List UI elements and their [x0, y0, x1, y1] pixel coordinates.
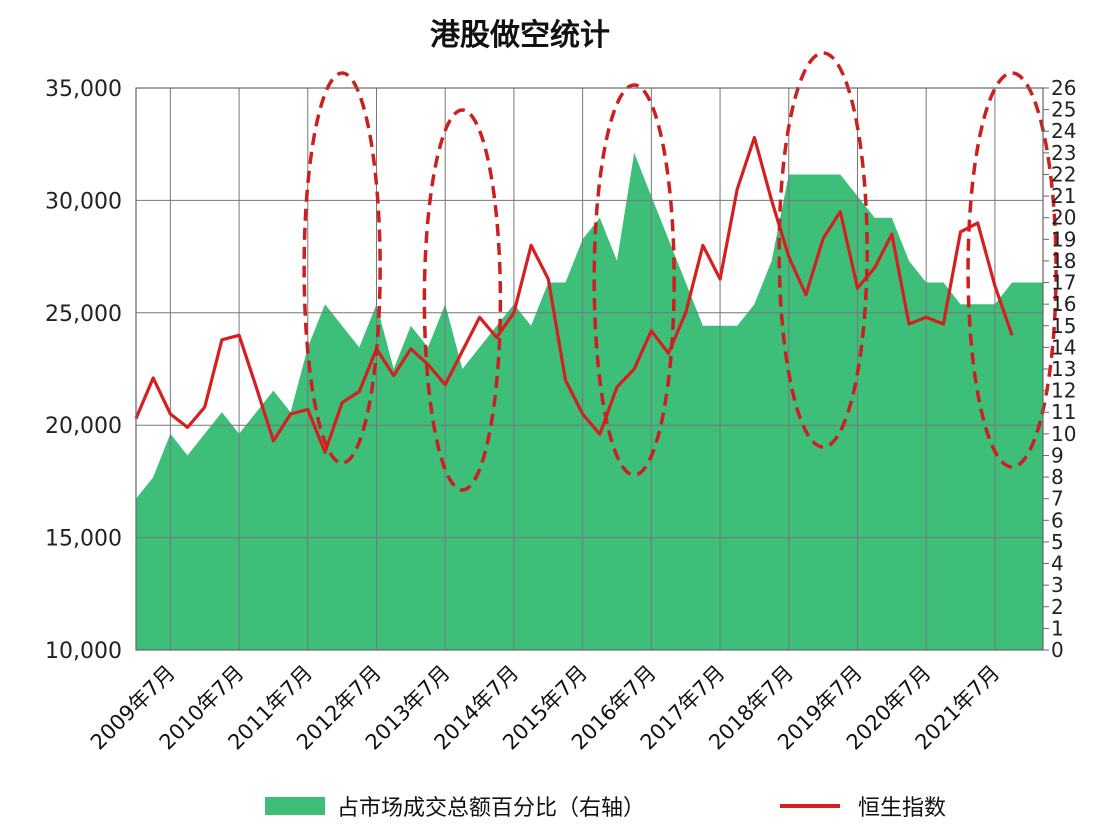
legend-swatch-line [780, 804, 840, 808]
dashed-ellipse [422, 108, 503, 492]
y-right-tick-label: 15 [1051, 314, 1076, 338]
y-right-tick-label: 4 [1051, 552, 1064, 576]
dashed-ellipse [966, 71, 1058, 469]
y-right-tick-label: 9 [1051, 443, 1064, 467]
y-right-tick-label: 17 [1051, 271, 1076, 295]
dashed-ellipse [302, 71, 382, 465]
y-right-tick-label: 19 [1051, 227, 1076, 251]
y-right-tick-label: 5 [1051, 530, 1064, 554]
y-right-tick-label: 18 [1051, 249, 1076, 273]
y-right-tick-label: 0 [1051, 638, 1064, 662]
y-right-tick-label: 8 [1051, 465, 1064, 489]
chart-title: 港股做空统计 [430, 18, 610, 53]
y-right-tick-label: 13 [1051, 357, 1076, 381]
share-area-series [136, 152, 1043, 651]
y-left-tick-label: 35,000 [45, 77, 122, 102]
y-right-tick-label: 25 [1051, 98, 1076, 122]
y-right-tick-label: 7 [1051, 487, 1064, 511]
y-left-tick-label: 30,000 [45, 189, 122, 214]
y-right-tick-label: 21 [1051, 184, 1076, 208]
legend-swatch-area [265, 797, 325, 815]
legend-label-share: 占市场成交总额百分比（右轴） [337, 796, 646, 821]
legend-label-hsi: 恒生指数 [858, 796, 947, 821]
y-left-tick-label: 10,000 [45, 639, 122, 664]
y-right-tick-label: 24 [1051, 119, 1076, 143]
y-left-tick-label: 15,000 [45, 527, 122, 552]
y-right-tick-label: 16 [1051, 292, 1076, 316]
y-left-tick-label: 25,000 [45, 302, 122, 327]
y-right-tick-label: 2 [1051, 595, 1064, 619]
y-right-tick-label: 1 [1051, 616, 1064, 640]
y-right-tick-label: 23 [1051, 141, 1076, 165]
y-right-tick-label: 12 [1051, 379, 1076, 403]
y-right-tick-label: 26 [1051, 76, 1076, 100]
dashed-ellipse-annotations [302, 51, 1058, 492]
y-right-tick-label: 6 [1051, 508, 1064, 532]
legend-item-hsi: 恒生指数 [780, 790, 946, 822]
y-right-tick-label: 11 [1051, 400, 1076, 424]
y-right-tick-label: 10 [1051, 422, 1076, 446]
legend-item-share: 占市场成交总额百分比（右轴） [265, 790, 645, 822]
dashed-ellipse [777, 51, 869, 449]
share-area [136, 152, 1043, 651]
y-right-tick-label: 20 [1051, 206, 1076, 230]
y-left-tick-label: 20,000 [45, 414, 122, 439]
y-right-tick-label: 3 [1051, 573, 1064, 597]
y-right-tick-label: 14 [1051, 335, 1076, 359]
dashed-ellipse [592, 83, 676, 477]
y-right-tick-label: 22 [1051, 162, 1076, 186]
